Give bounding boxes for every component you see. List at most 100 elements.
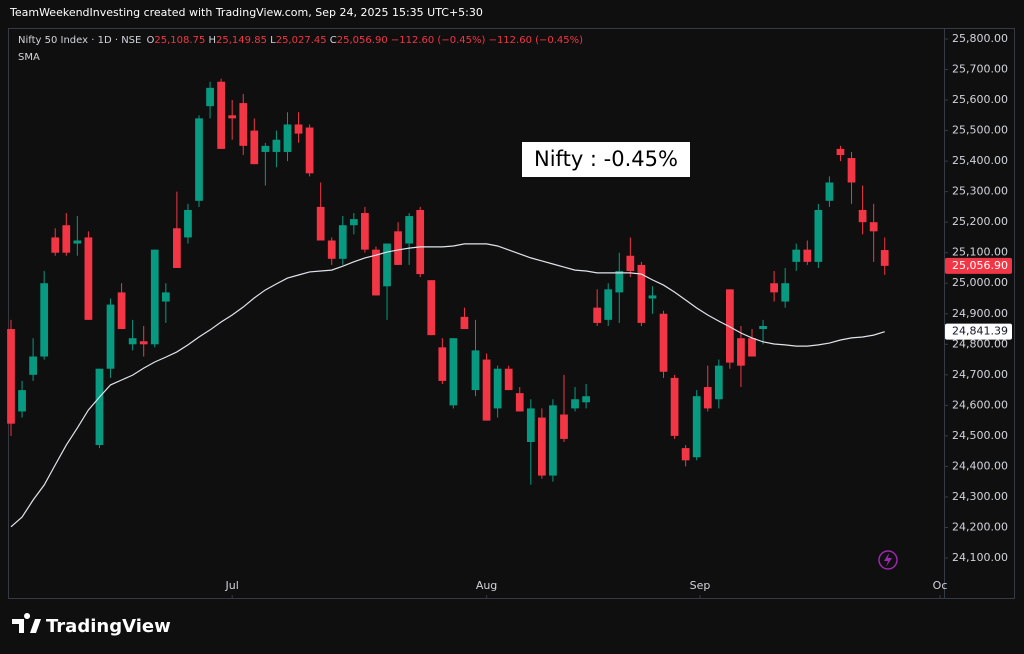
candle-body [7,329,15,424]
candle-body [305,127,314,174]
candle-body [814,209,823,262]
candle-body [847,158,856,183]
candle-body [73,240,82,244]
y-tick-label: 25,100.00 [952,246,1008,259]
candle-body [283,124,292,152]
candle-body [515,393,524,412]
price-label: 24,841.39 [952,325,1008,338]
candle-body [95,368,104,446]
y-tick-label: 24,600.00 [952,398,1008,411]
candle-body [526,408,535,442]
candle-body [416,209,425,275]
y-tick-label: 24,300.00 [952,490,1008,503]
candle-body [825,182,834,201]
candle-body [349,219,358,226]
candle-body [726,289,734,363]
candle-body [195,118,203,201]
header: TeamWeekendInvesting created with Tradin… [9,6,483,19]
candle-body [858,209,867,223]
candle-body [471,350,480,391]
candle-body [615,271,624,293]
y-tick-label: 25,700.00 [952,63,1008,76]
candle-body [139,341,148,345]
y-tick-label: 25,800.00 [952,32,1008,45]
alert-icon-bolt [884,553,892,567]
candle-body [803,249,812,262]
candle-body [880,250,889,266]
candle-body [316,206,325,241]
logo: TradingView [12,613,171,637]
y-tick-label: 25,200.00 [952,215,1008,228]
candle-body [781,283,790,302]
candle-body [338,225,347,259]
legend-value: 25,056.90 [337,35,388,46]
candle-body [593,307,602,323]
legend-key: L [270,35,276,46]
candle-body [637,264,646,323]
x-tick-label: Oc [933,579,948,592]
candle-body [117,292,126,330]
frame [8,28,1015,599]
y-tick-label: 25,600.00 [952,93,1008,106]
candle-body [150,249,159,345]
candle-body [836,148,845,156]
candle-body [504,368,513,391]
y-tick-label: 24,700.00 [952,368,1008,381]
candle-body [449,338,458,406]
y-tick-label: 25,500.00 [952,124,1008,137]
y-tick-label: 24,900.00 [952,307,1008,320]
indicator-label: SMA [18,52,40,63]
y-tick-label: 24,800.00 [952,337,1008,350]
candle-body [460,316,469,330]
candle-body [250,130,259,165]
legend-change: −112.60 (−0.45%) [489,35,584,46]
candle-body [626,255,635,272]
candle-body [748,338,756,357]
candle-body [51,237,60,253]
candle-body [493,368,502,409]
candle-body [394,231,402,265]
candle-body [161,292,170,302]
candle-body [737,338,745,366]
candle-body [482,359,491,421]
price-label: 25,056.90 [952,259,1008,272]
candle-body [106,304,115,369]
candle-body [84,237,93,320]
y-tick-label: 24,500.00 [952,429,1008,442]
legend-key: H [209,35,217,46]
legend-symbol: Nifty 50 Index · 1D · NSE [18,35,141,46]
candle-body [770,283,778,293]
legend-key: O [147,35,155,46]
candle-body [571,399,579,409]
candle-body [294,124,303,134]
candle-body [648,295,657,299]
legend: Nifty 50 Index · 1D · NSE O25,108.75 H25… [18,35,583,46]
alert-icon[interactable] [878,550,898,570]
price-label-box [945,257,1012,274]
candle-body [206,87,214,107]
candle-body [427,280,436,336]
y-tick-label: 24,200.00 [952,520,1008,533]
candle-body [327,240,336,259]
candle-body [692,396,701,458]
candle-body [438,347,447,381]
candle-body [714,365,723,400]
sma-line [10,243,885,528]
candle-body [604,289,613,320]
candle-body [372,249,380,296]
logo-mark [12,613,41,633]
candle-body [383,243,391,287]
watermark: TradingView [46,616,171,637]
candle-body [217,81,225,149]
candle-body [29,356,37,375]
y-tick-label: 25,400.00 [952,154,1008,167]
x-tick-label: Aug [476,579,497,592]
candle-body [792,249,801,262]
candle-body [681,448,690,461]
y-tick-label: 24,100.00 [952,551,1008,564]
candle-body [703,387,712,409]
annotation-box [522,142,690,177]
